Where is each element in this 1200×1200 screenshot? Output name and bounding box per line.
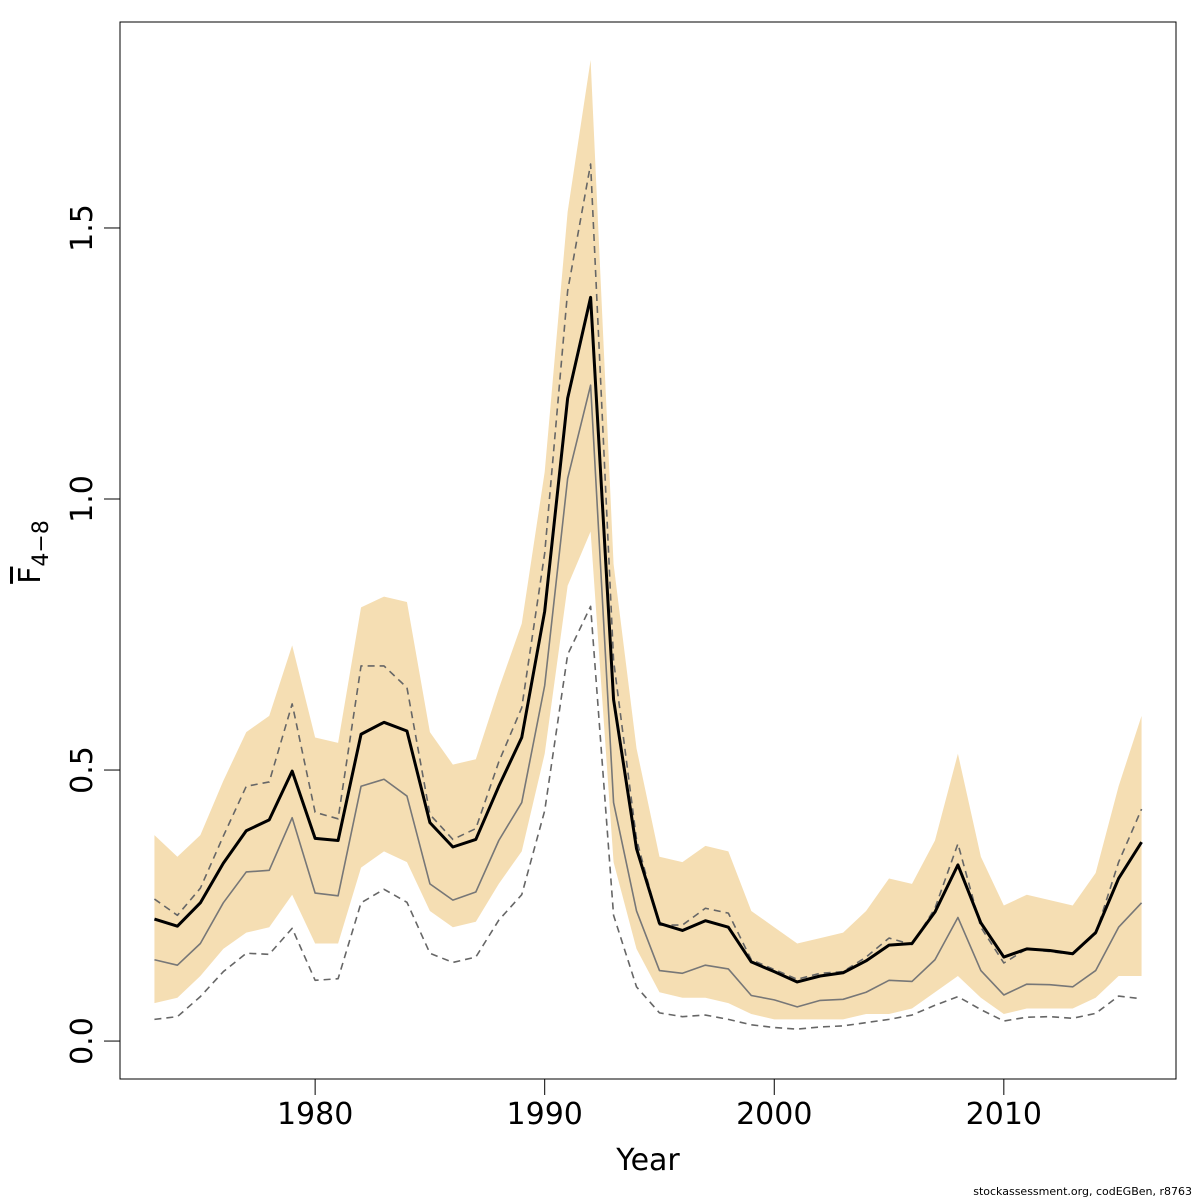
x-tick-label-2010: 2010: [966, 1097, 1042, 1132]
y-axis-title-subscript: 4−8: [29, 520, 54, 566]
x-axis-title: Year: [615, 1143, 680, 1178]
x-tick-label-1980: 1980: [277, 1097, 353, 1132]
series-layer: [153, 163, 1143, 1030]
y-tick-label-0.5: 0.5: [65, 746, 100, 794]
footer-credit: stockassessment.org, codEGBen, r8763: [973, 1185, 1192, 1198]
y-axis-title: F4−8: [13, 520, 54, 584]
x-tick-label-2000: 2000: [736, 1097, 812, 1132]
svg-text:F4−8: F4−8: [13, 520, 54, 584]
y-axis: 0.0 0.5 1.0 1.5: [65, 204, 121, 1065]
confidence-band-layer: [154, 59, 1142, 1020]
x-tick-label-1990: 1990: [507, 1097, 583, 1132]
series-line-thin-1: [154, 384, 1143, 1008]
y-tick-label-1.5: 1.5: [65, 204, 100, 252]
series-line-thick-0: [153, 295, 1143, 984]
y-tick-label-0.0: 0.0: [65, 1017, 100, 1065]
confidence-band: [154, 59, 1142, 1020]
x-axis: 1980 1990 2000 2010: [277, 1078, 1042, 1132]
series-line-dashed-3: [154, 605, 1142, 1030]
y-axis-title-main: F: [13, 567, 48, 584]
y-tick-label-1.0: 1.0: [65, 475, 100, 523]
